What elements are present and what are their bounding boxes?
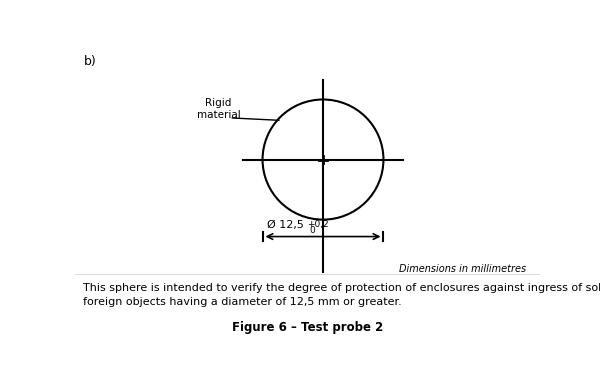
Text: Dimensions in millimetres: Dimensions in millimetres (399, 264, 526, 274)
Text: This sphere is intended to verify the degree of protection of enclosures against: This sphere is intended to verify the de… (83, 283, 600, 307)
Text: Ø 12,5: Ø 12,5 (267, 220, 304, 230)
Text: Rigid
material: Rigid material (197, 98, 240, 120)
Text: b): b) (84, 55, 97, 68)
Text: Figure 6 – Test probe 2: Figure 6 – Test probe 2 (232, 321, 383, 334)
Text: +0,2: +0,2 (308, 220, 329, 229)
Text: 0: 0 (310, 226, 316, 235)
